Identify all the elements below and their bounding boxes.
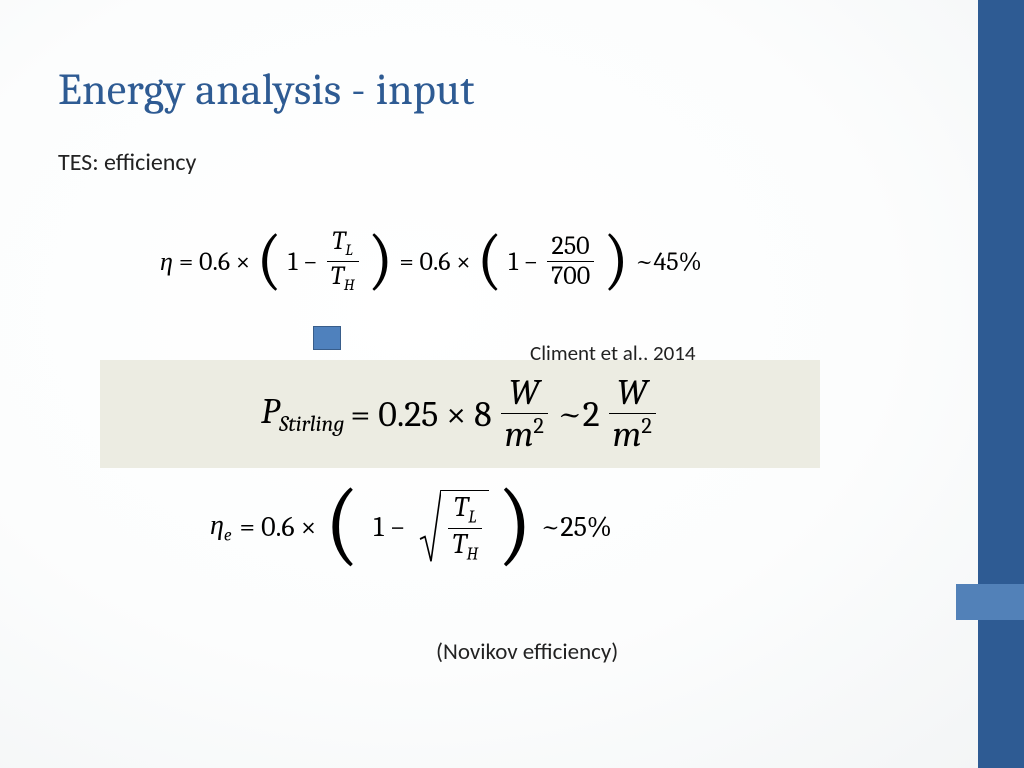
eq1-approx: ~45%	[635, 247, 702, 277]
right-sidebar-accent	[956, 584, 1024, 620]
eq1-frac-tlth: TL TH	[327, 228, 359, 295]
page-title: Energy analysis - input	[58, 64, 475, 115]
eq2-rhs1: = 0.25 × 8	[350, 394, 491, 435]
eq1-lhs: = 0.6 ×	[179, 247, 250, 277]
equation-power-box: PStirling = 0.25 × 8 W m2 ~2 W m2	[100, 360, 820, 468]
eq3-one-minus: 1 −	[374, 511, 406, 543]
eq2-approx: ~2	[557, 394, 600, 435]
rparen3-icon: )	[497, 496, 532, 553]
eq3-frac: TL TH	[448, 493, 482, 564]
lparen-icon: (	[256, 238, 282, 282]
right-sidebar	[978, 0, 1024, 768]
lparen3-icon: (	[324, 496, 359, 553]
rparen-icon: )	[368, 238, 394, 282]
eq1-frac-numbers: 250 700	[547, 233, 594, 291]
equation-power: PStirling = 0.25 × 8 W m2 ~2 W m2	[261, 374, 659, 454]
sqrt-icon: TL TH	[419, 490, 489, 564]
subtitle: TES: efficiency	[58, 148, 196, 177]
novikov-caption: (Novikov efficiency)	[436, 638, 618, 666]
eq2-unit2: W m2	[609, 374, 656, 454]
eq3-approx: ~25%	[540, 511, 611, 543]
eq3-equals: = 0.6 ×	[239, 511, 316, 543]
eq1-one-minus2: 1 −	[508, 247, 538, 277]
equation-novikov: ηe = 0.6 × ( 1 − TL TH ) ~25%	[210, 490, 612, 564]
rparen2-icon: )	[603, 238, 629, 282]
bullet-square-icon	[313, 326, 341, 350]
equation-carnot: η = 0.6 × ( 1 − TL TH ) = 0.6 × ( 1 − 25…	[160, 228, 702, 295]
lparen2-icon: (	[477, 238, 503, 282]
eta-symbol: η	[160, 247, 173, 277]
eq1-equals2: = 0.6 ×	[399, 247, 470, 277]
eq1-one-minus: 1 −	[288, 247, 318, 277]
eq2-unit1: W m2	[501, 374, 548, 454]
